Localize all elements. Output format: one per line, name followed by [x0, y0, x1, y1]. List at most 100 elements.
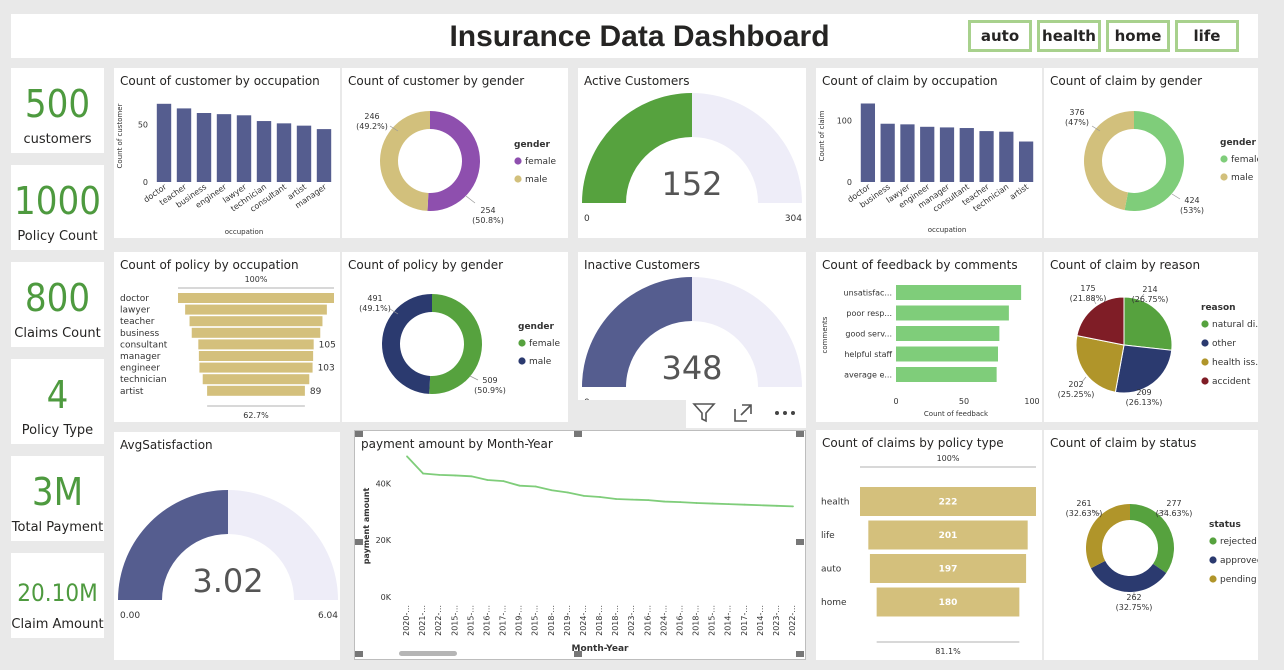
- y-tick-label: 100: [837, 117, 852, 126]
- category-label: business: [120, 329, 160, 339]
- funnel-bar: [199, 362, 313, 373]
- chart-claims-by-policy-type[interactable]: Count of claims by policy type 100% health…: [816, 430, 1042, 660]
- y-axis-label: Count of claim: [818, 110, 826, 161]
- legend-label: rejected: [1220, 537, 1257, 547]
- x-tick-label: 2017-...: [499, 605, 508, 636]
- chart-svg: 0K 20K 40K 2020-... 2021-... 2022-... 2015-...…: [355, 431, 804, 657]
- bar: [256, 121, 272, 182]
- chart-svg: 348 0: [582, 277, 802, 400]
- horizontal-scrollbar[interactable]: [399, 651, 457, 656]
- series-point: [792, 505, 794, 508]
- chart-customer-by-occupation[interactable]: Count of customer by occupation 0 50 doctor…: [114, 68, 340, 238]
- x-tick-label: 2024-...: [659, 605, 668, 636]
- kpi-value: 3M: [31, 470, 84, 514]
- chart-title: Count of claim by gender: [1050, 74, 1203, 88]
- chart-claim-by-status[interactable]: Count of claim by status 277 (34.63%) 262 (3…: [1044, 430, 1258, 660]
- y-tick-label: 20K: [376, 536, 392, 545]
- data-label-percent: (49.1%): [359, 304, 391, 313]
- series-point: [711, 502, 714, 505]
- value-label: 103: [318, 364, 335, 374]
- slice: [1076, 296, 1125, 346]
- resize-handle: [796, 539, 804, 545]
- kpi-value: 4: [46, 373, 69, 417]
- bar: [860, 103, 876, 182]
- kpi-label: Claims Count: [14, 326, 101, 341]
- data-label: 254: [480, 206, 495, 215]
- chart-title: Count of feedback by comments: [822, 258, 1018, 272]
- legend-label: other: [1212, 339, 1236, 349]
- series-point: [518, 484, 521, 487]
- legend-title: gender: [514, 140, 551, 150]
- bar: [236, 115, 252, 182]
- chart-payment-by-month[interactable]: payment amount by Month-Year 0K 20K 40K 2020…: [354, 430, 806, 660]
- slice: [1130, 504, 1174, 574]
- more-options-icon[interactable]: [772, 402, 798, 428]
- chart-policy-by-occupation[interactable]: Count of policy by occupation 100% doctor l…: [114, 252, 340, 422]
- kpi-customers: 500 customers: [11, 68, 104, 153]
- kpi-label: Policy Count: [17, 229, 98, 244]
- series-line: [406, 455, 794, 508]
- chart-avg-satisfaction[interactable]: AvgSatisfaction 3.02 0.00 6.04: [114, 432, 340, 660]
- chart-inactive-customers[interactable]: Inactive Customers 348 0: [578, 252, 806, 400]
- legend-label: male: [529, 357, 552, 367]
- data-label: 209: [1136, 388, 1151, 397]
- slice: [382, 294, 432, 394]
- slice: [1123, 296, 1173, 351]
- chart-title: Count of claims by policy type: [822, 436, 1004, 450]
- data-label: 424: [1184, 196, 1199, 205]
- series-point: [759, 504, 762, 507]
- series-point: [599, 496, 601, 498]
- chart-title: Count of policy by occupation: [120, 258, 299, 272]
- legend-title: status: [1209, 520, 1241, 530]
- slice: [1124, 111, 1184, 211]
- chart-active-customers[interactable]: Active Customers 152 0 304: [578, 68, 806, 238]
- data-label-percent: (34.63%): [1156, 509, 1193, 518]
- resize-handle: [574, 431, 582, 437]
- slicer-auto[interactable]: auto: [968, 20, 1032, 52]
- category-label: health: [821, 498, 850, 508]
- data-label: 246: [364, 112, 379, 121]
- chart-title: Count of customer by occupation: [120, 74, 320, 88]
- slice: [1075, 335, 1125, 393]
- filter-icon[interactable]: [692, 402, 716, 428]
- resize-handle: [355, 431, 363, 437]
- chart-svg: 100% health 222 life 201 auto 197 home 180 81.1%: [821, 454, 1036, 656]
- focus-mode-icon[interactable]: [732, 402, 754, 428]
- legend-marker: [514, 157, 522, 165]
- bar: [276, 123, 292, 182]
- series-point: [695, 502, 698, 504]
- chart-title: Count of customer by gender: [348, 74, 525, 88]
- data-label-percent: (25.25%): [1058, 390, 1095, 399]
- data-label-percent: (26.75%): [1132, 295, 1169, 304]
- chart-customer-by-gender[interactable]: Count of customer by gender 254 (50.8%) 246…: [342, 68, 568, 238]
- funnel-bar: [191, 327, 321, 338]
- slicer-life[interactable]: life: [1175, 20, 1239, 52]
- chart-svg: 050doctorteacherbusinessengineerlawyerte…: [116, 103, 332, 236]
- kpi-claim-amount: 20.10M Claim Amount: [11, 553, 104, 638]
- slicer-home[interactable]: home: [1106, 20, 1170, 52]
- kpi-value: 500: [24, 82, 91, 126]
- funnel-top-label: 100%: [245, 275, 268, 284]
- chart-svg: 0100doctorbusinesslawyerengineermanagerc…: [818, 103, 1034, 234]
- data-label: 202: [1068, 380, 1083, 389]
- y-axis-label: payment amount: [362, 488, 371, 565]
- chart-svg: 3.02 0.00 6.04: [118, 490, 338, 621]
- chart-feedback-by-comments[interactable]: Count of feedback by comments unsatisfac.…: [816, 252, 1042, 422]
- legend-label: health iss...: [1212, 358, 1258, 368]
- x-tick-label: 2017-...: [740, 605, 749, 636]
- chart-claim-by-reason[interactable]: Count of claim by reason 214 (26.75%) 209 (2…: [1044, 252, 1258, 422]
- chart-claim-by-occupation[interactable]: Count of claim by occupation 0 100 doctor bu…: [816, 68, 1042, 238]
- series-point: [776, 504, 778, 507]
- legend-marker: [1209, 556, 1217, 564]
- resize-handle: [355, 539, 363, 545]
- leader-line: [389, 308, 399, 315]
- data-label: 509: [482, 376, 497, 385]
- chart-claim-by-gender[interactable]: Count of claim by gender 424 (53%) 376 (47%)…: [1044, 68, 1258, 238]
- value-label: 89: [310, 387, 322, 397]
- chart-policy-by-gender[interactable]: Count of policy by gender 509 (50.9%) 491 (4…: [342, 252, 568, 422]
- slicer-health[interactable]: health: [1037, 20, 1101, 52]
- x-tick-label: 2018-...: [547, 605, 556, 636]
- category-label: artist: [120, 387, 144, 397]
- x-tick-label: 2018-...: [611, 605, 620, 636]
